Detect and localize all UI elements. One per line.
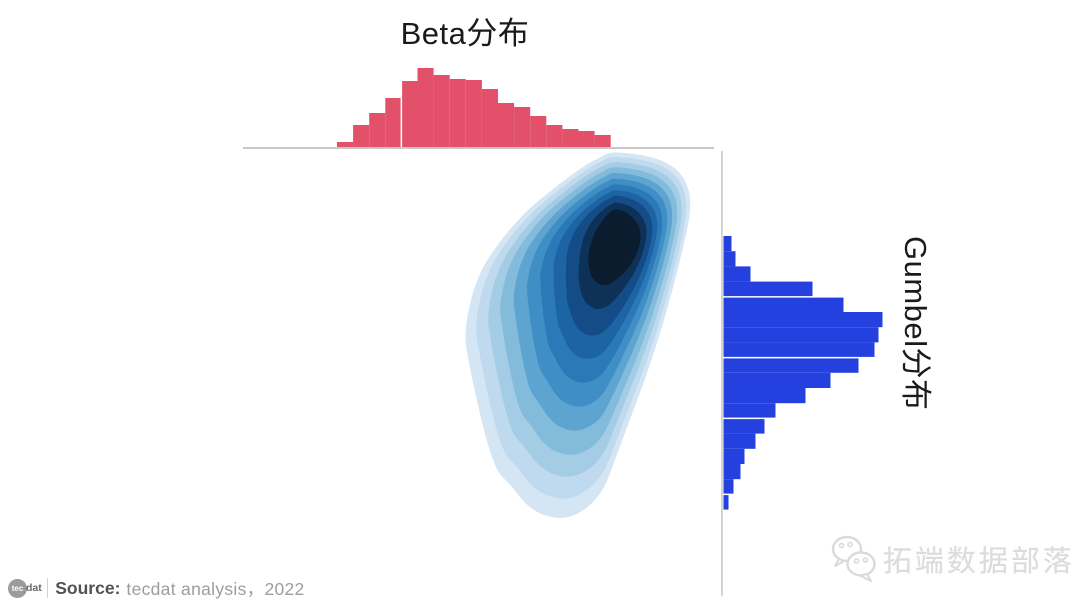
top-histogram-bar [562, 129, 579, 147]
top-histogram-bar [514, 107, 531, 147]
top-histogram-bar [369, 113, 386, 147]
right-histogram-bar-gap [723, 356, 886, 359]
right-histogram-bar [723, 388, 806, 404]
footer-divider [46, 578, 49, 598]
top-histogram-bar [498, 103, 515, 147]
wechat-icon [831, 535, 876, 582]
right-histogram-bar [723, 448, 745, 464]
top-histogram-bar [433, 75, 450, 147]
watermark-text: 拓端数据部落 [883, 546, 1076, 578]
tecdat-logo-tec: tec [11, 583, 24, 593]
right-histogram-bar-gap [723, 493, 886, 496]
right-histogram-bar [723, 312, 883, 328]
right-histogram-bar [723, 372, 831, 388]
right-marginal-title: Gumbel分布 [898, 236, 933, 411]
top-histogram-bar [385, 98, 402, 147]
right-histogram-bar [723, 418, 765, 434]
tecdat-logo: tec [8, 578, 27, 598]
top-histogram-bar [401, 81, 418, 147]
right-histogram-bar [723, 296, 844, 312]
right-histogram-bar [723, 433, 756, 449]
source-text: tecdat analysis，2022 [126, 578, 305, 599]
right-histogram-bar-gap [723, 417, 886, 420]
right-histogram-bar [723, 281, 813, 297]
tecdat-logo-dat: dat [26, 582, 42, 594]
right-histogram-bar [723, 494, 729, 510]
right-histogram-bar [723, 403, 776, 419]
right-histogram-bar-gap [723, 296, 886, 298]
top-histogram-bar [594, 135, 611, 147]
right-histogram-bar [723, 251, 736, 267]
source-label: Source: [55, 577, 121, 598]
top-histogram-bar [465, 80, 482, 147]
top-marginal-title: Beta分布 [400, 16, 530, 51]
right-histogram-bar [723, 357, 859, 373]
right-histogram-bar [723, 266, 751, 282]
kde-contour-level-10 [588, 209, 641, 285]
top-histogram-bar [337, 142, 354, 147]
top-histogram-bar [530, 116, 547, 147]
top-histogram-bar [578, 131, 595, 147]
right-histogram-bar [723, 342, 875, 358]
top-histogram-bar [353, 125, 370, 147]
right-histogram-bar [723, 479, 734, 495]
right-histogram-bar [723, 236, 732, 252]
top-histogram-bar-gap [400, 62, 403, 147]
top-histogram-bar [481, 89, 498, 147]
right-histogram-bar [723, 464, 741, 480]
top-histogram-bar [417, 68, 434, 147]
top-histogram-bar [449, 79, 466, 147]
top-histogram-bar [546, 125, 563, 147]
right-histogram-bar [723, 327, 879, 343]
source-bar: tec dat Source: tecdat analysis，2022 [8, 577, 305, 599]
watermark: 拓端数据部落 [830, 534, 1075, 584]
